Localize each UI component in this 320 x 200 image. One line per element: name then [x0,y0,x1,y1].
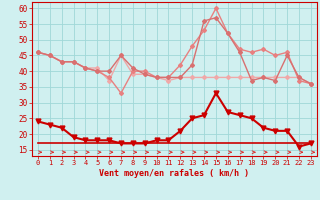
X-axis label: Vent moyen/en rafales ( km/h ): Vent moyen/en rafales ( km/h ) [100,169,249,178]
